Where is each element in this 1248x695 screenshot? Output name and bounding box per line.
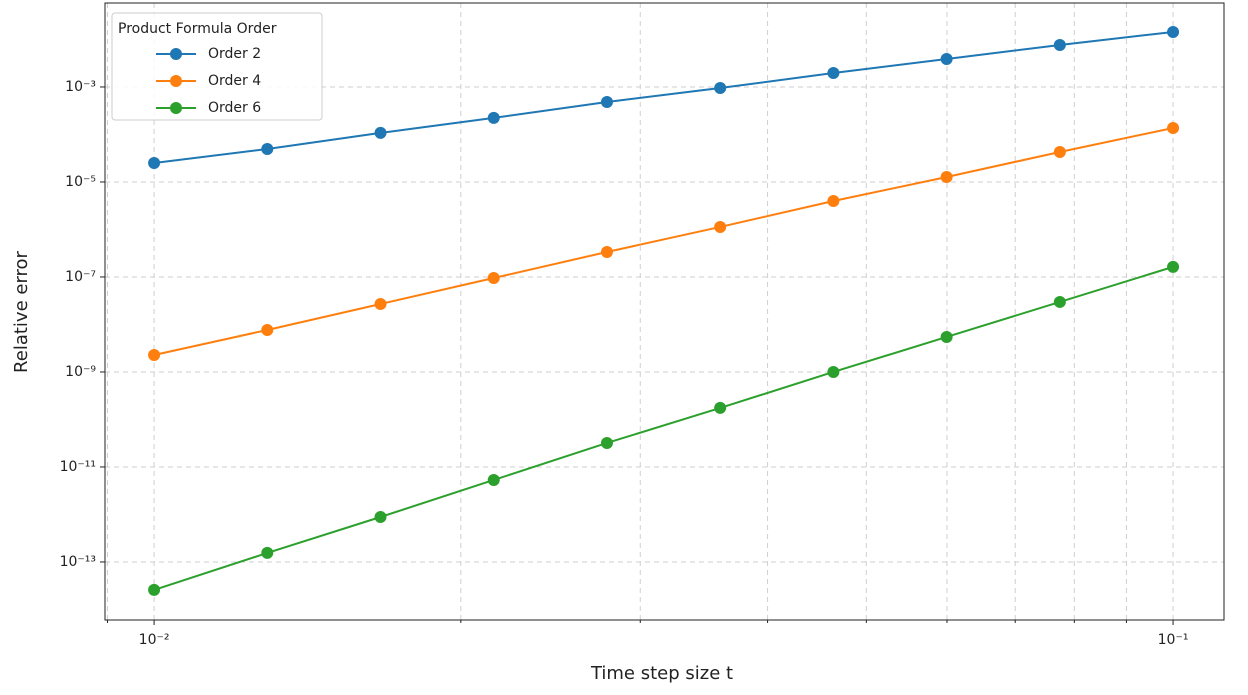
data-point [940,53,953,66]
data-point [374,126,387,139]
data-point [1167,25,1180,38]
data-point [374,510,387,523]
legend-marker [170,102,182,114]
data-point [487,272,500,285]
data-point [600,436,613,449]
y-tick-label: 10⁻³ [65,79,96,95]
series-line [153,265,1174,591]
legend-marker [170,75,182,87]
data-point [714,220,727,233]
data-point [1167,260,1180,273]
data-point [487,111,500,124]
data-point [148,156,161,169]
series-line [153,30,1174,164]
series-line [153,126,1174,356]
y-tick-label: 10⁻¹³ [60,554,96,570]
y-tick-label: 10⁻⁹ [65,364,96,380]
data-point [1053,145,1066,158]
legend-box [111,12,323,121]
x-tick-label: 10⁻¹ [1158,632,1189,648]
y-tick-label: 10⁻⁷ [65,269,96,285]
legend-title: Product Formula Order [118,21,277,37]
data-point [148,583,161,596]
data-point [940,171,953,184]
y-tick-label: 10⁻¹¹ [60,459,96,475]
plot-frame [104,2,1225,621]
data-point [1053,38,1066,51]
data-point [827,194,840,207]
data-point [374,297,387,310]
data-point [487,473,500,486]
data-point [600,95,613,108]
legend-label: Order 4 [208,73,261,89]
y-axis-label: Relative error [11,250,32,372]
data-point [940,330,953,343]
legend-label: Order 2 [208,46,261,62]
x-axis-label: Time step size t [590,663,733,684]
legend-label: Order 6 [208,100,261,116]
y-tick-label: 10⁻⁵ [65,174,96,190]
data-point [600,245,613,258]
data-point [1167,121,1180,134]
x-tick-label: 10⁻² [139,632,170,648]
data-point [714,401,727,414]
data-point [261,323,274,336]
data-point [148,348,161,361]
legend-marker [170,48,182,60]
data-point [827,365,840,378]
data-point [714,82,727,95]
data-point [261,546,274,559]
data-point [261,142,274,155]
data-point [827,66,840,79]
data-point [1053,295,1066,308]
